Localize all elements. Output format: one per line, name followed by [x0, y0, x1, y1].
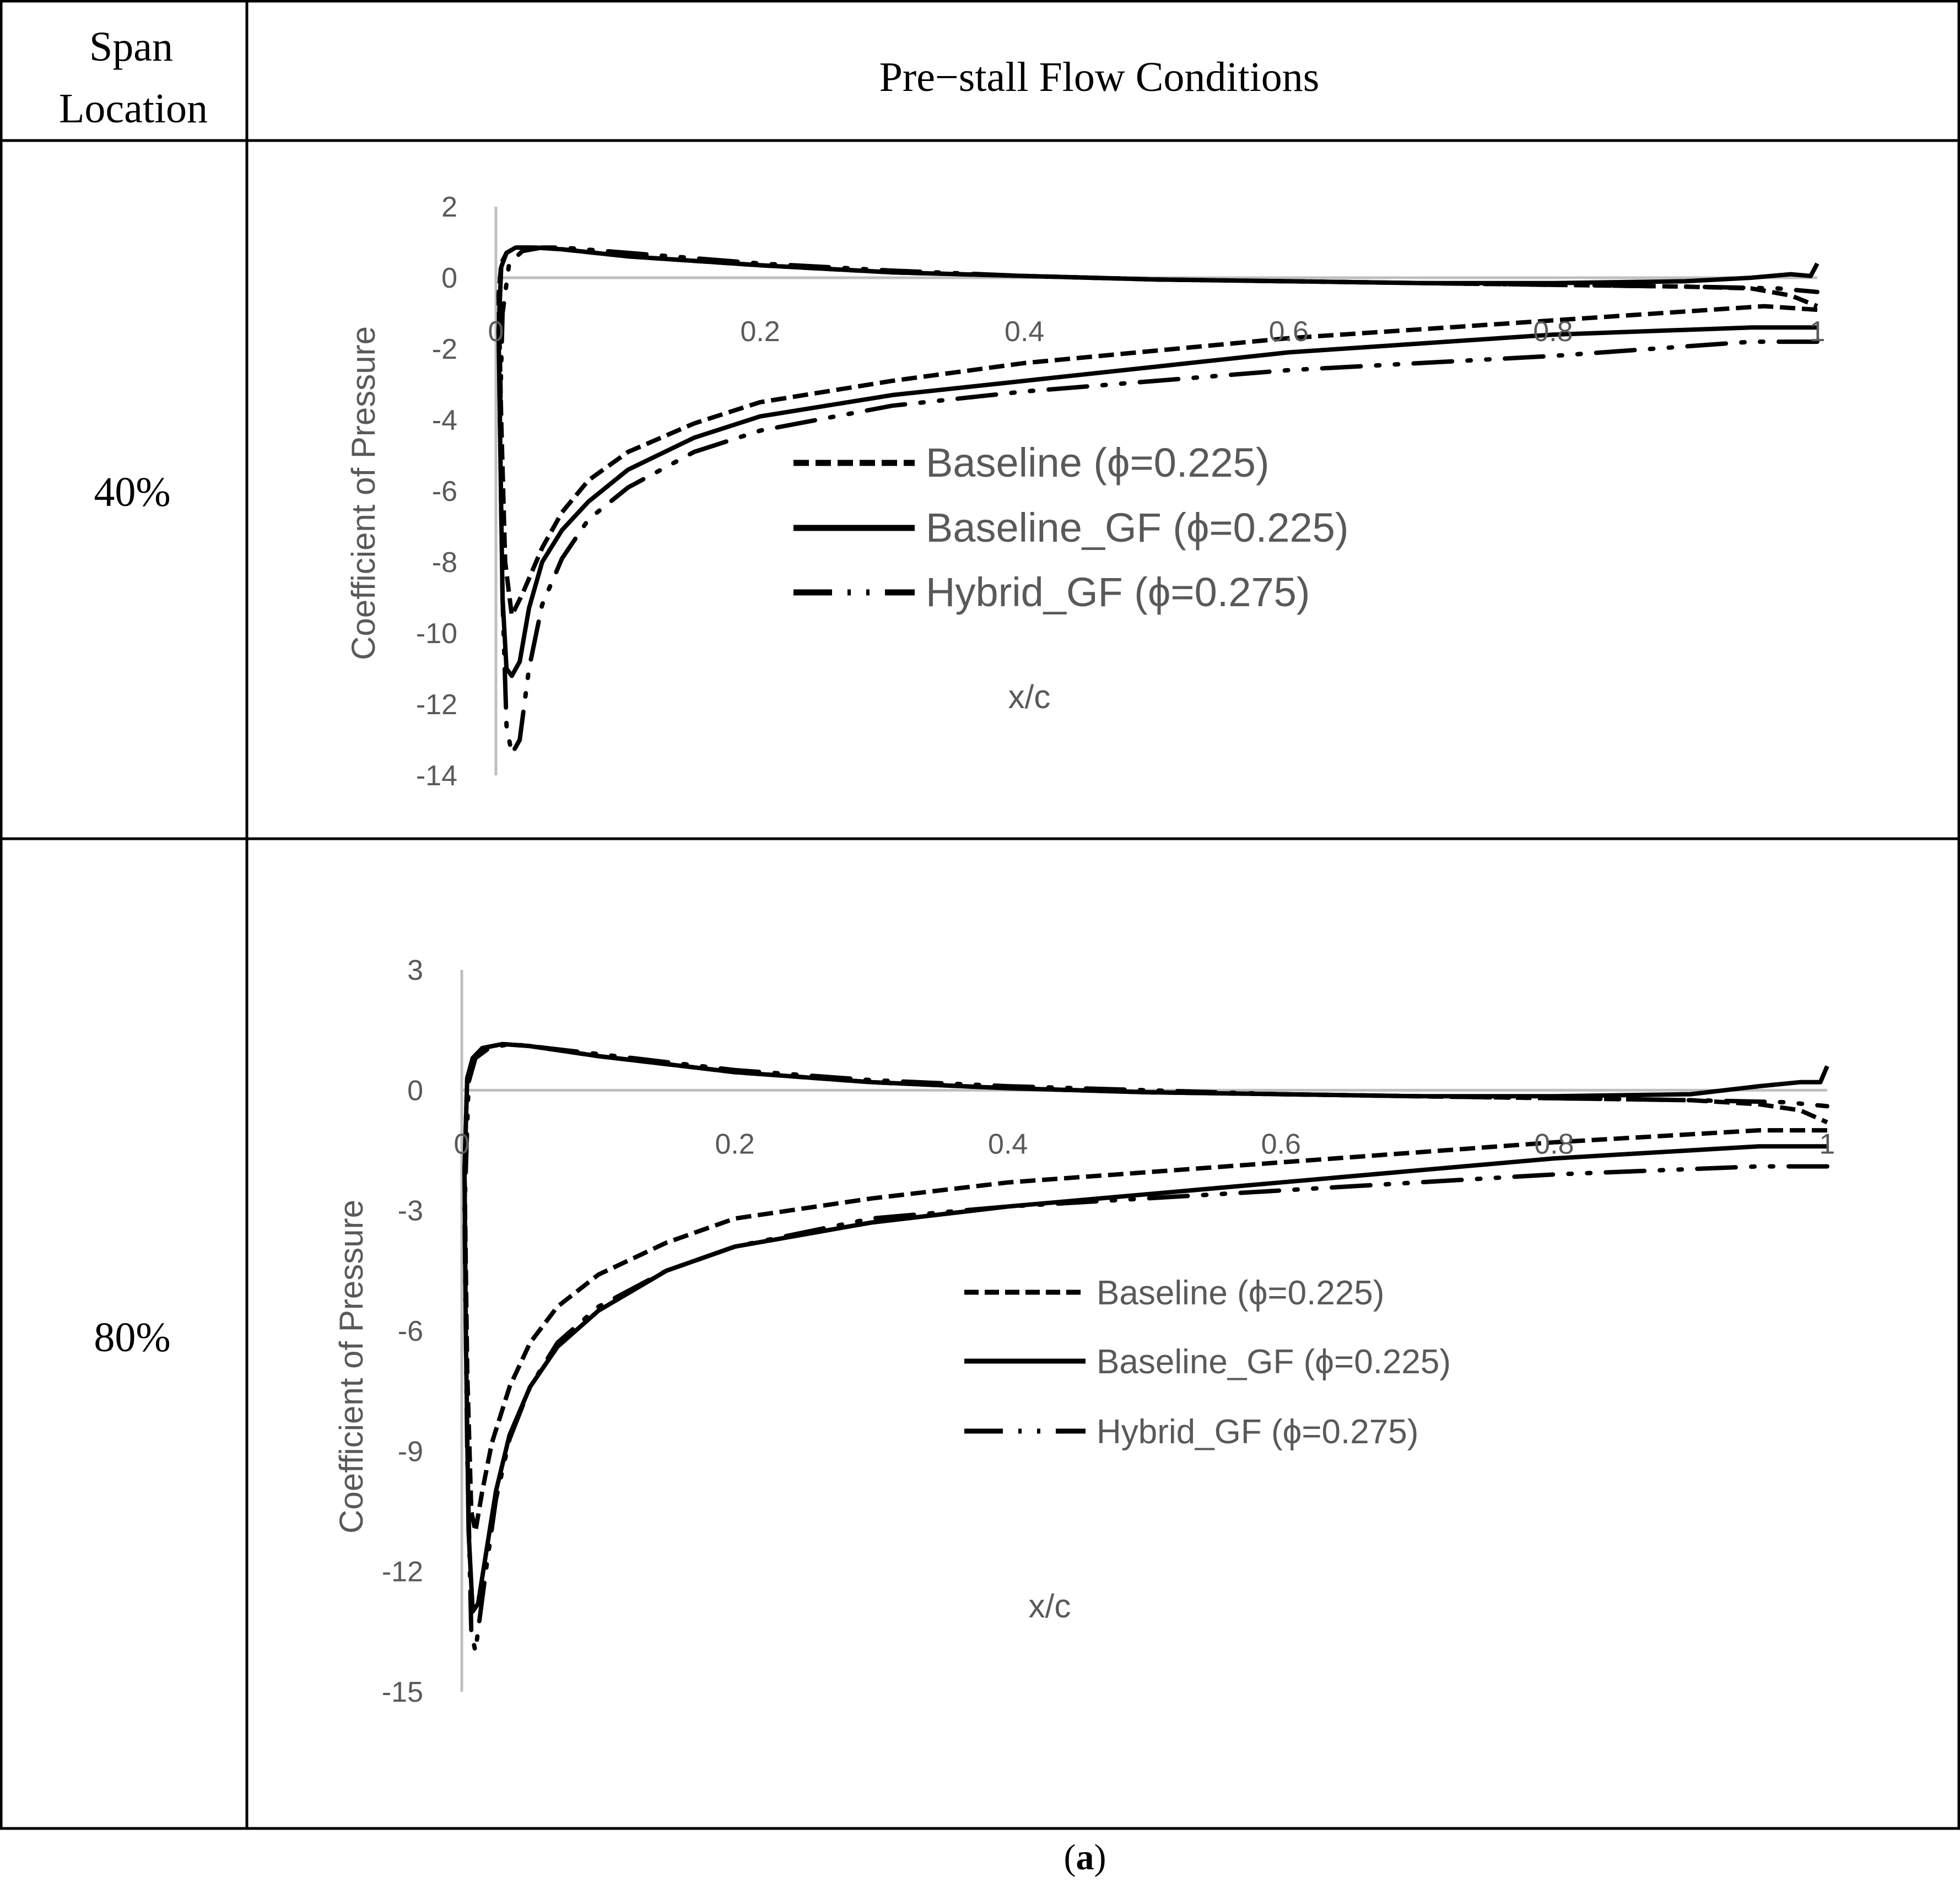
- x-tick-label: 0.4: [988, 1128, 1028, 1160]
- chart-40-ylabel: Coefficient of Pressure: [345, 326, 382, 660]
- chart-40-axes: [494, 207, 1817, 775]
- x-tick-label: 0.4: [1005, 316, 1044, 348]
- x-tick-label: 1: [1810, 316, 1826, 348]
- chart-80-xlabel: x/c: [1029, 1588, 1071, 1625]
- chart-80-percent: 3 0 -3 -6 -9 -12 -15 0 0.2 0.4 0.6 0.8 1 Coefficient…: [333, 954, 1835, 1708]
- chart-80-legend: Baseline (ϕ=0.225) Baseline_GF (ϕ=0.225)…: [964, 1274, 1451, 1451]
- row-label-80: 80%: [94, 1314, 170, 1361]
- y-tick-label: 3: [407, 954, 423, 986]
- legend-label-baseline-gf: Baseline_GF (ϕ=0.225): [926, 505, 1348, 551]
- legend-label-hybrid-gf: Hybrid_GF (ϕ=0.275): [926, 569, 1310, 615]
- y-tick-label: 2: [441, 191, 457, 223]
- table-grid: [0, 0, 1960, 1830]
- chart-80-ylabel: Coefficient of Pressure: [333, 1200, 370, 1534]
- chart-40-series: [496, 245, 1819, 757]
- figure-caption: (a): [1064, 1837, 1106, 1877]
- x-tick-label: 1: [1819, 1128, 1835, 1160]
- caption-letter: a: [1076, 1837, 1094, 1877]
- chart-80-series: [462, 1042, 1829, 1654]
- y-tick-label: -6: [398, 1315, 423, 1347]
- x-tick-label: 0.8: [1533, 316, 1573, 348]
- y-tick-label: -15: [382, 1676, 423, 1708]
- chart-40-legend: Baseline (ϕ=0.225) Baseline_GF (ϕ=0.225)…: [793, 440, 1348, 615]
- y-tick-label: -14: [416, 760, 457, 792]
- series-line-baseline: [496, 245, 1818, 618]
- y-tick-label: -3: [398, 1195, 423, 1227]
- header-flow-conditions: Pre−stall Flow Conditions: [879, 54, 1320, 100]
- header-span: Span: [89, 24, 173, 70]
- caption-paren-close: ): [1094, 1837, 1106, 1877]
- series-line-baseline-gf: [462, 1042, 1829, 1614]
- series-line-hybrid-gf: [498, 245, 1819, 757]
- legend-label-baseline: Baseline (ϕ=0.225): [1097, 1274, 1384, 1312]
- y-tick-label: -10: [416, 618, 457, 650]
- series-line-hybrid-gf: [462, 1042, 1829, 1654]
- y-tick-label: -12: [382, 1556, 423, 1588]
- chart-80-axes: [460, 970, 1827, 1692]
- y-tick-label: -9: [398, 1436, 423, 1467]
- caption-paren-open: (: [1064, 1837, 1076, 1877]
- row-label-40: 40%: [94, 469, 170, 515]
- y-tick-label: -6: [432, 476, 457, 508]
- x-tick-label: 0: [488, 316, 504, 348]
- legend-label-baseline-gf: Baseline_GF (ϕ=0.225): [1097, 1343, 1451, 1381]
- y-tick-label: -4: [432, 404, 457, 436]
- x-tick-label: 0.8: [1534, 1128, 1574, 1160]
- series-line-baseline-gf: [496, 245, 1819, 678]
- x-tick-label: 0.6: [1269, 316, 1309, 348]
- y-tick-label: -2: [432, 333, 457, 365]
- y-tick-label: 0: [407, 1075, 423, 1107]
- x-tick-label: 0: [454, 1128, 470, 1160]
- chart-40-ticks: 2 0 -2 -4 -6 -8 -10 -12 -14 0 0.2 0.4 0.6 0.8 1: [416, 191, 1826, 792]
- chart-80-ticks: 3 0 -3 -6 -9 -12 -15 0 0.2 0.4 0.6 0.8 1: [382, 954, 1835, 1708]
- chart-40-percent: 2 0 -2 -4 -6 -8 -10 -12 -14 0 0.2 0.4 0.6 0.8 1 Coeffi…: [345, 191, 1825, 792]
- chart-40-xlabel: x/c: [1008, 678, 1051, 715]
- x-tick-label: 0.2: [715, 1128, 754, 1160]
- x-tick-label: 0.6: [1261, 1128, 1301, 1160]
- x-tick-label: 0.2: [740, 316, 780, 348]
- legend-label-hybrid-gf: Hybrid_GF (ϕ=0.275): [1097, 1413, 1418, 1451]
- y-tick-label: -8: [432, 547, 457, 579]
- legend-label-baseline: Baseline (ϕ=0.225): [926, 440, 1270, 485]
- y-tick-label: -12: [416, 689, 457, 721]
- y-tick-label: 0: [441, 262, 457, 294]
- header-location: Location: [59, 85, 208, 132]
- table-border: [0, 0, 1960, 1830]
